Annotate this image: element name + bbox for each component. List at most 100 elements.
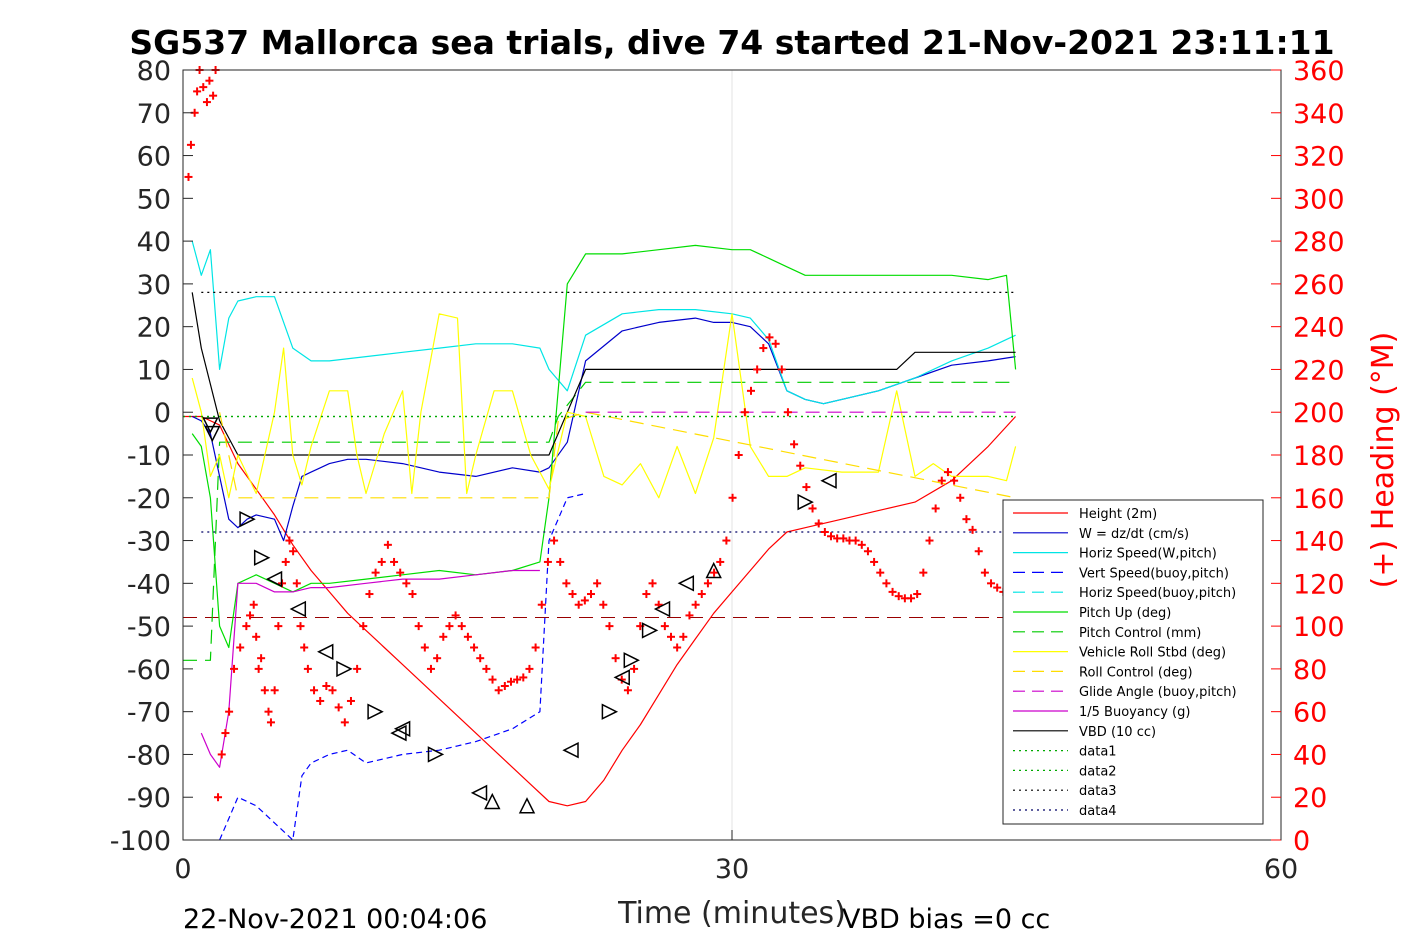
y-tick-left-label: 10 (137, 355, 171, 386)
heading-point (390, 557, 399, 566)
heading-point (716, 557, 725, 566)
y-ticks-right: 3603403203002802602402202001801601401201… (1293, 56, 1345, 857)
heading-point (863, 547, 872, 556)
y-tick-left-label: 80 (137, 56, 171, 87)
y-tick-left-label: -20 (127, 484, 171, 515)
legend-entry: data3 (1013, 784, 1117, 799)
glider-marker (484, 792, 501, 810)
x-ticks: 0 30 60 (174, 854, 1298, 885)
heading-point (685, 611, 694, 620)
y-tick-left-label: -50 (127, 612, 171, 643)
legend-label: data3 (1079, 784, 1117, 799)
legend-label: Vehicle Roll Stbd (deg) (1079, 646, 1226, 661)
y-tick-right-label: 60 (1293, 698, 1327, 729)
glider-marker (623, 652, 640, 669)
legend-label: Pitch Up (deg) (1079, 606, 1171, 621)
heading-point (876, 568, 885, 577)
heading-point (296, 622, 305, 631)
y-tick-left-label: 60 (137, 142, 171, 173)
legend-label: data1 (1079, 745, 1117, 760)
heading-point (771, 339, 780, 348)
y-tick-right-label: 140 (1293, 527, 1345, 558)
legend-entry: Vehicle Roll Stbd (deg) (1013, 646, 1226, 661)
y-tick-left-label: 50 (137, 184, 171, 215)
y-tick-left-label: -90 (127, 783, 171, 814)
legend-label: Pitch Control (mm) (1079, 626, 1201, 641)
glider-marker (253, 549, 271, 566)
heading-point (894, 592, 903, 601)
y-tick-left-label: -60 (127, 655, 171, 686)
glider-marker (677, 575, 695, 592)
heading-point (214, 793, 223, 802)
heading-point (402, 579, 411, 588)
x-axis-label: Time (minutes) (617, 896, 846, 931)
heading-point (506, 677, 515, 686)
y-tick-right-label: 320 (1293, 142, 1345, 173)
heading-point (747, 386, 756, 395)
y-tick-right-label: 200 (1293, 398, 1345, 429)
heading-point (586, 590, 595, 599)
y-tick-right-label: 40 (1293, 740, 1327, 771)
heading-point (482, 664, 491, 673)
heading-point (556, 557, 565, 566)
heading-point (777, 365, 786, 374)
heading-point (642, 590, 651, 599)
series-line-8 (191, 313, 1017, 499)
heading-point (987, 579, 996, 588)
heading-point (396, 568, 405, 577)
heading-point (328, 686, 337, 695)
heading-point (420, 643, 429, 652)
heading-point (186, 140, 195, 149)
y-tick-right-label: 160 (1293, 484, 1345, 515)
heading-point (796, 461, 805, 470)
heading-point (759, 344, 768, 353)
heading-point (673, 643, 682, 652)
heading-point (439, 632, 448, 641)
y-tick-left-label: -80 (127, 740, 171, 771)
heading-point (802, 483, 811, 492)
legend-entry: Pitch Control (mm) (1013, 626, 1201, 641)
heading-point (199, 83, 208, 92)
heading-point (525, 664, 534, 673)
heading-point (285, 536, 294, 545)
heading-point (230, 664, 239, 673)
heading-point (242, 622, 251, 631)
heading-point (851, 536, 860, 545)
y-tick-left-label: -100 (110, 826, 171, 857)
y-tick-left-label: 70 (137, 99, 171, 130)
heading-point (993, 583, 1002, 592)
heading-point (827, 532, 836, 541)
legend-entry: data4 (1013, 804, 1117, 819)
legend-label: VBD (10 cc) (1079, 725, 1156, 740)
heading-point (184, 172, 193, 181)
glider-marker (470, 784, 488, 802)
heading-point (445, 622, 454, 631)
glider-marker (518, 797, 536, 814)
y-tick-right-label: 340 (1293, 99, 1345, 130)
heading-point (221, 729, 230, 738)
heading-point (931, 504, 940, 513)
heading-point (205, 76, 214, 85)
glider-marker (390, 724, 407, 742)
heading-point (270, 686, 279, 695)
heading-point (543, 557, 552, 566)
legend-entry: Horiz Speed(buoy,pitch) (1013, 586, 1236, 601)
y-tick-right-label: 0 (1293, 826, 1310, 857)
series-line-4 (200, 569, 540, 768)
x-tick-label: 60 (1264, 854, 1298, 885)
heading-point (697, 590, 706, 599)
heading-point (383, 540, 392, 549)
glider-marker (601, 703, 619, 720)
legend-label: Height (2m) (1079, 507, 1157, 522)
heading-point (451, 611, 460, 620)
legend-entry: Vert Speed(buoy,pitch) (1013, 566, 1229, 581)
heading-point (264, 707, 273, 716)
legend: Height (2m) W = dz/dt (cm/s) Horiz Speed(W… (1002, 499, 1264, 825)
y-tick-left-label: -70 (127, 698, 171, 729)
footer-timestamp: 22-Nov-2021 00:04:06 (183, 904, 487, 935)
legend-entry: Glide Angle (buoy,pitch) (1013, 685, 1237, 700)
legend-label: Roll Control (deg) (1079, 665, 1193, 680)
glider-marker (820, 472, 837, 489)
heading-points (184, 66, 1020, 802)
y-tick-right-label: 220 (1293, 355, 1345, 386)
